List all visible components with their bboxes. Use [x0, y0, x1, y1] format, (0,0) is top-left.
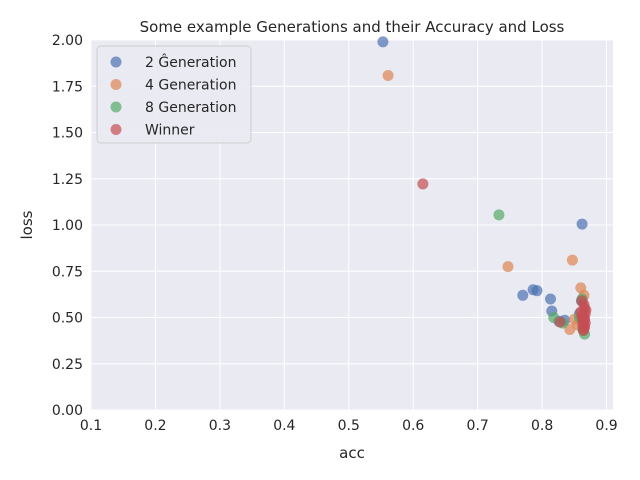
legend-label: Winner — [145, 123, 195, 139]
data-point — [493, 209, 505, 221]
y-tick-label: 1.25 — [52, 172, 83, 188]
data-point — [417, 178, 429, 190]
data-point — [554, 316, 566, 328]
y-axis-label: loss — [18, 210, 36, 239]
data-point — [577, 324, 589, 336]
x-tick-label: 0.7 — [467, 418, 489, 434]
legend-marker — [110, 56, 122, 68]
data-point — [580, 304, 592, 316]
data-point — [517, 289, 529, 301]
data-point — [531, 285, 543, 297]
legend: 2 Ĝeneration 4 Generation 8 Generation Winn… — [96, 45, 252, 144]
y-tick-label: 0.75 — [52, 264, 83, 280]
legend-label: 8 Generation — [145, 100, 236, 116]
x-axis-label: acc — [339, 444, 365, 462]
x-tick-label: 0.5 — [338, 418, 360, 434]
x-tick-label: 0.6 — [402, 418, 424, 434]
y-tick-label: 1.00 — [52, 218, 83, 234]
chart-title: Some example Generations and their Accur… — [140, 18, 565, 36]
legend-marker — [110, 101, 122, 113]
x-tick-label: 0.1 — [80, 418, 102, 434]
data-point — [502, 261, 514, 273]
legend-label: 4 Generation — [145, 78, 236, 94]
y-tick-label: 2.00 — [52, 33, 83, 49]
legend-marker — [110, 79, 122, 90]
x-tick-label: 0.4 — [273, 418, 295, 434]
y-tick-label: 0.50 — [52, 311, 83, 327]
y-tick-labels: 0.00 0.25 0.50 0.75 1.00 1.25 1.50 1.75 2.00 — [52, 33, 83, 419]
legend-marker — [110, 124, 122, 135]
data-point — [566, 254, 578, 266]
legend-label: 2 Ĝeneration — [145, 53, 236, 71]
x-tick-labels: 0.1 0.2 0.3 0.4 0.5 0.6 0.7 0.8 0.9 — [80, 418, 618, 434]
x-tick-label: 0.9 — [595, 418, 617, 434]
y-tick-label: 1.75 — [52, 79, 83, 95]
x-tick-label: 0.3 — [209, 418, 231, 434]
data-point — [382, 70, 394, 82]
series-3 — [417, 178, 592, 336]
y-tick-label: 1.50 — [52, 126, 83, 142]
data-point — [576, 218, 588, 230]
series-1 — [382, 70, 590, 336]
x-tick-label: 0.8 — [531, 418, 553, 434]
x-tick-label: 0.2 — [144, 418, 166, 434]
legend-box — [96, 45, 252, 144]
data-point — [544, 293, 556, 305]
y-tick-label: 0.00 — [52, 403, 83, 419]
data-point — [377, 36, 389, 48]
y-tick-label: 0.25 — [52, 357, 83, 373]
data-points — [377, 36, 592, 340]
